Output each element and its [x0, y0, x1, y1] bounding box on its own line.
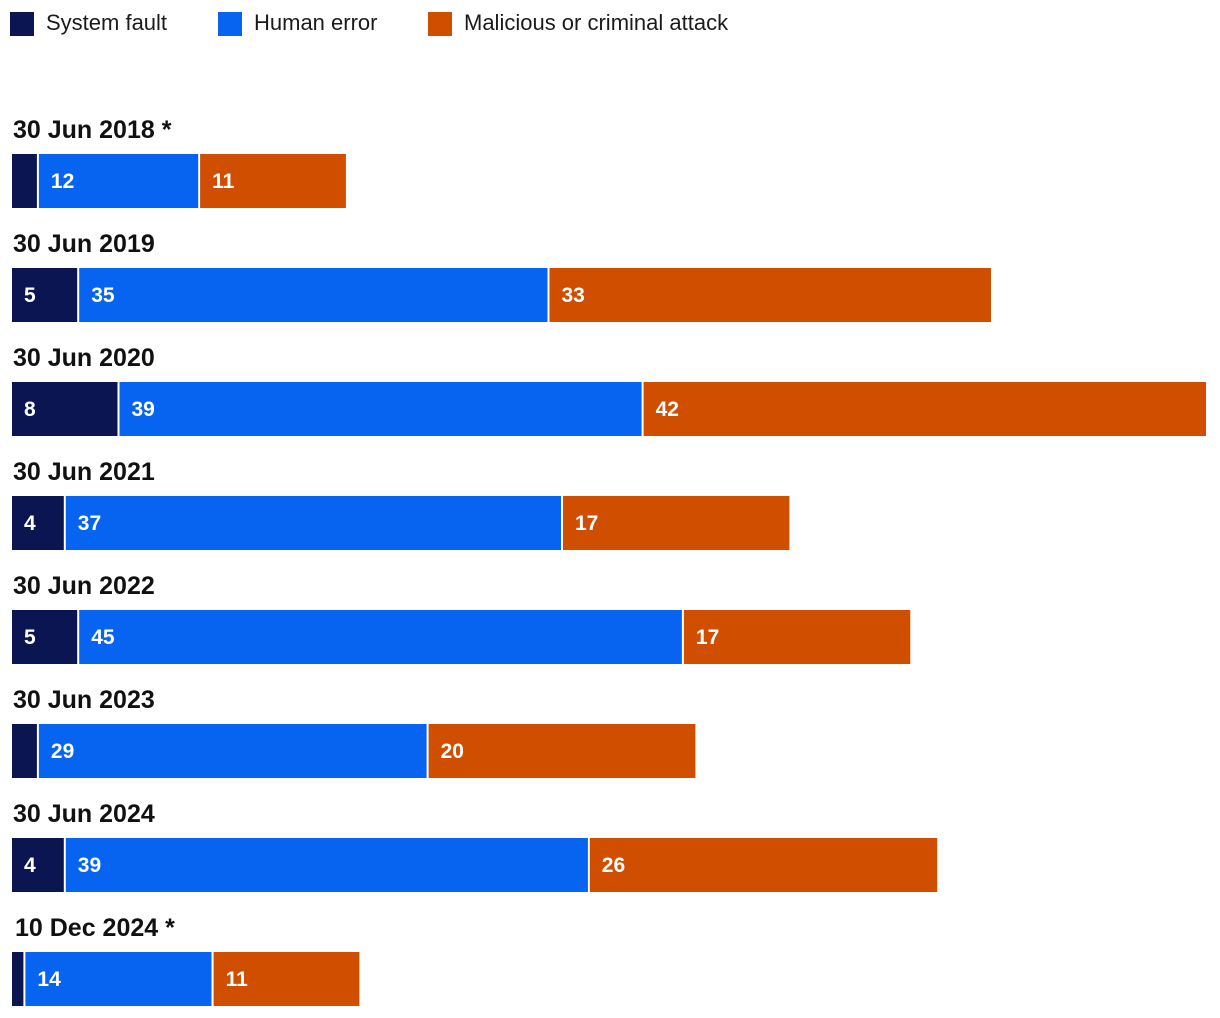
legend: System fault Human error Malicious or crim…: [10, 10, 729, 36]
bar-row: 30 Jun 2020 8 39 42: [12, 344, 1206, 436]
bar-segment-system-fault: [12, 268, 78, 322]
bar-row: 30 Jun 2018 * 12 11: [12, 116, 346, 208]
bar-value-label: 26: [602, 854, 625, 877]
bar-segment-system-fault: [12, 382, 118, 436]
bar-value-label: 37: [78, 512, 101, 535]
bar-segment-human-error: [38, 154, 199, 208]
bar-segment-system-fault: [12, 496, 64, 550]
bar-row: 30 Jun 2019 5 35 33: [12, 230, 991, 322]
bar-value-label: 20: [441, 740, 464, 763]
row-label: 30 Jun 2022: [13, 572, 155, 600]
bar-value-label: 5: [24, 284, 36, 307]
bar-value-label: 14: [37, 968, 61, 991]
bar-row: 30 Jun 2021 4 37 17: [12, 458, 790, 550]
row-label: 30 Jun 2018 *: [13, 116, 172, 144]
bar-segment-system-fault: [12, 154, 37, 208]
bar-value-label: 35: [91, 284, 115, 307]
bar-value-label: 11: [212, 170, 235, 193]
row-label: 30 Jun 2019: [13, 230, 155, 258]
bar-value-label: 42: [656, 398, 679, 421]
row-label: 30 Jun 2020: [13, 344, 155, 372]
bar-row: 30 Jun 2022 5 45 17: [12, 572, 911, 664]
bar-row: 30 Jun 2023 29 20: [12, 686, 696, 778]
bar-value-label: 8: [24, 398, 36, 421]
bar-segment-malicious-or-criminal-attack: [683, 610, 911, 664]
row-label: 10 Dec 2024 *: [15, 914, 175, 942]
bar-segment-system-fault: [12, 838, 64, 892]
bar-value-label: 12: [51, 170, 74, 193]
bar-row: 10 Dec 2024 * 14 11: [12, 914, 360, 1006]
legend-label-human-error: Human error: [254, 10, 377, 35]
bar-segment-malicious-or-criminal-attack: [643, 382, 1206, 436]
bar-value-label: 29: [51, 740, 74, 763]
row-label: 30 Jun 2021: [13, 458, 155, 486]
bar-segment-human-error: [119, 382, 642, 436]
bar-segment-human-error: [79, 268, 548, 322]
row-label: 30 Jun 2023: [13, 686, 155, 714]
bar-value-label: 39: [78, 854, 101, 877]
bar-value-label: 4: [24, 854, 36, 877]
bar-value-label: 39: [132, 398, 155, 421]
legend-swatch-human-error: [218, 12, 242, 36]
bar-segment-malicious-or-criminal-attack: [589, 838, 938, 892]
bar-segment-human-error: [38, 724, 427, 778]
bar-value-label: 45: [91, 626, 115, 649]
bar-segment-malicious-or-criminal-attack: [200, 154, 346, 208]
legend-swatch-malicious-or-criminal-attack: [428, 12, 452, 36]
bar-segment-system-fault: [12, 610, 78, 664]
bar-row: 30 Jun 2024 4 39 26: [12, 800, 938, 892]
bar-value-label: 17: [575, 512, 598, 535]
bar-value-label: 33: [562, 284, 585, 307]
bar-segment-malicious-or-criminal-attack: [563, 496, 790, 550]
bar-segment-malicious-or-criminal-attack: [213, 952, 360, 1006]
bar-value-label: 11: [226, 968, 249, 991]
legend-label-system-fault: System fault: [46, 10, 167, 35]
legend-label-malicious-or-criminal-attack: Malicious or criminal attack: [464, 10, 729, 35]
bar-value-label: 5: [24, 626, 36, 649]
bar-segment-system-fault: [12, 952, 24, 1006]
bar-segment-human-error: [65, 496, 562, 550]
legend-swatch-system-fault: [10, 12, 34, 36]
bar-segment-system-fault: [12, 724, 37, 778]
bar-value-label: 17: [696, 626, 719, 649]
bar-segment-human-error: [65, 838, 588, 892]
bar-segment-malicious-or-criminal-attack: [549, 268, 991, 322]
bar-segment-human-error: [79, 610, 682, 664]
bar-value-label: 4: [24, 512, 36, 535]
bar-segment-human-error: [25, 952, 212, 1006]
bar-segment-malicious-or-criminal-attack: [428, 724, 696, 778]
row-label: 30 Jun 2024: [13, 800, 155, 828]
